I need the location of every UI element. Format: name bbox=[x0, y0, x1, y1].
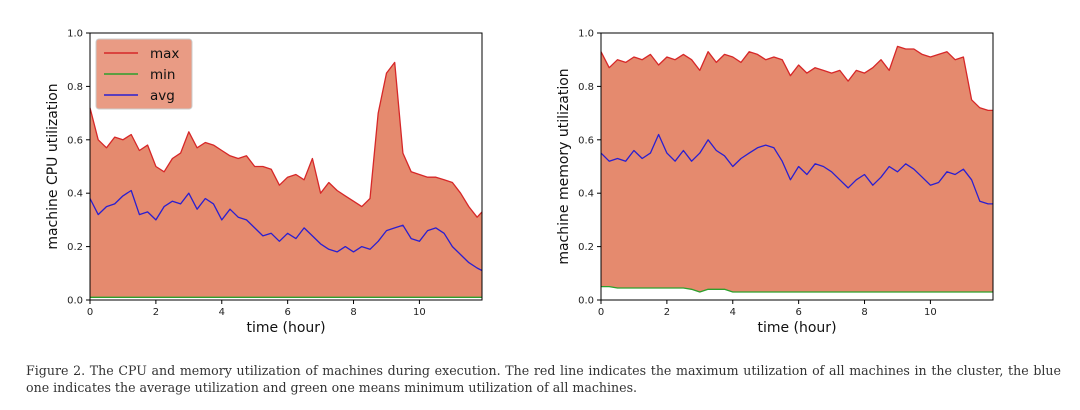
y-tick-label: 1.0 bbox=[67, 29, 83, 40]
y-tick-label: 0.8 bbox=[67, 82, 83, 93]
y-tick-label: 0.4 bbox=[67, 189, 83, 200]
legend-label-max: max bbox=[150, 46, 179, 62]
y-tick-label: 0.6 bbox=[578, 135, 594, 146]
plot-frame bbox=[89, 32, 483, 301]
y-tick-label: 1.0 bbox=[578, 29, 594, 40]
series-line-max bbox=[600, 45, 993, 112]
x-tick-label: 2 bbox=[153, 307, 159, 318]
chart-cpu: 0.0 0.2 0.4 0.6 0.8 1.0 0 2 4 6 8 10 time (hour) mach… bbox=[45, 29, 483, 336]
chart-memory: 0.0 0.2 0.4 0.6 0.8 1.0 0 2 4 6 8 10 time (hour) mach… bbox=[556, 29, 994, 336]
x-tick-label: 10 bbox=[413, 307, 426, 318]
legend-box bbox=[95, 38, 193, 110]
x-axis-label: time (hour) bbox=[246, 320, 325, 336]
x-tick-label: 8 bbox=[861, 307, 867, 318]
legend-label-avg: avg bbox=[150, 88, 175, 104]
y-tick-label: 0.0 bbox=[578, 296, 594, 307]
series-line-avg bbox=[600, 133, 993, 205]
legend: max min avg bbox=[95, 38, 193, 110]
legend-label-min: min bbox=[150, 67, 175, 83]
series-line-min bbox=[601, 285, 993, 293]
x-axis-label: time (hour) bbox=[757, 320, 836, 336]
x-tick-label: 8 bbox=[350, 307, 356, 318]
y-axis-label: machine memory utilization bbox=[556, 68, 572, 264]
x-tick-label: 2 bbox=[664, 307, 670, 318]
y-axis-label: machine CPU utilization bbox=[45, 83, 61, 249]
y-tick-label: 0.2 bbox=[578, 242, 594, 253]
y-tick-label: 0.4 bbox=[578, 189, 594, 200]
x-tick-label: 0 bbox=[598, 307, 604, 318]
x-tick-label: 0 bbox=[87, 307, 93, 318]
figure-caption: Figure 2. The CPU and memory utilization… bbox=[26, 363, 1061, 395]
plot-frame bbox=[600, 32, 994, 301]
x-tick-label: 10 bbox=[924, 307, 937, 318]
series-line-max bbox=[89, 61, 483, 218]
x-tick-label: 6 bbox=[795, 307, 801, 318]
y-tick-label: 0.6 bbox=[67, 135, 83, 146]
y-tick-label: 0.2 bbox=[67, 242, 83, 253]
fill-area bbox=[90, 62, 482, 298]
x-tick-label: 6 bbox=[284, 307, 290, 318]
x-tick-label: 4 bbox=[219, 307, 225, 318]
x-tick-label: 4 bbox=[730, 307, 736, 318]
series-line-avg bbox=[89, 189, 483, 272]
y-tick-label: 0.8 bbox=[578, 82, 594, 93]
y-tick-label: 0.0 bbox=[67, 296, 83, 307]
